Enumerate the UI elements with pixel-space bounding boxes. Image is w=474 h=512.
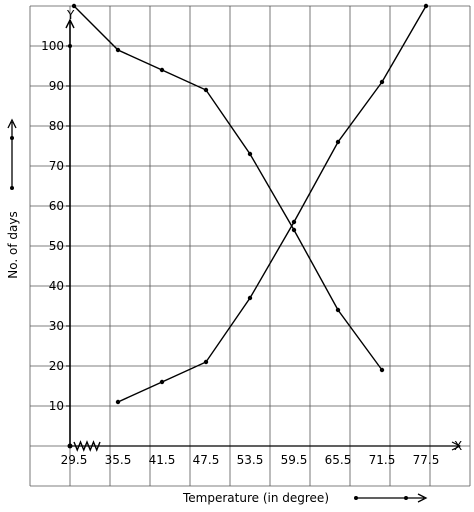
y-tick-label: 70 (49, 159, 64, 173)
y-tick-label: 60 (49, 199, 64, 213)
data-point (115, 47, 121, 53)
x-tick-label: 41.5 (149, 453, 176, 467)
right-arrow-dot (354, 496, 358, 500)
y-tick-label: 20 (49, 359, 64, 373)
up-arrow-dot (10, 186, 14, 190)
data-point (115, 399, 121, 405)
y-tick-label: 80 (49, 119, 64, 133)
data-point (379, 79, 385, 85)
y-tick-label: 30 (49, 319, 64, 333)
series-line (73, 5, 383, 371)
x-tick-label: 29.5 (61, 453, 88, 467)
data-point (159, 67, 165, 73)
data-point (247, 295, 253, 301)
data-point (71, 3, 77, 9)
y-tick-label: 40 (49, 279, 64, 293)
data-point (291, 227, 297, 233)
data-point (247, 151, 253, 157)
series-line (117, 5, 427, 403)
tick-labels: 10 20 30 40 50 60 70 80 90 100 29.5 35.5 41.5 47.5 53.… (41, 39, 439, 467)
up-arrow-dot (10, 136, 14, 140)
y-tick-label: 10 (49, 399, 64, 413)
y-axis-arrowhead (65, 18, 75, 29)
right-arrow-icon (354, 493, 428, 503)
y-tick-label: 90 (49, 79, 64, 93)
data-point (203, 359, 209, 365)
y-axis-title: No. of days (6, 211, 20, 278)
data-point (203, 87, 209, 93)
x-tick-label: 65.5 (325, 453, 352, 467)
right-arrow-dot (404, 496, 408, 500)
x-tick-label: 53.5 (237, 453, 264, 467)
origin-point (67, 443, 73, 449)
axis-break-zigzag (73, 440, 101, 452)
data-point (379, 367, 385, 373)
data-point (335, 139, 341, 145)
y-tick-label: 50 (49, 239, 64, 253)
x-axis-title: Temperature (in degree) (182, 491, 329, 505)
x-axis-arrowhead (451, 441, 462, 451)
data-point (159, 379, 165, 385)
axes: X Y (65, 8, 462, 453)
grid (29, 5, 471, 487)
right-arrow-head (417, 493, 428, 503)
up-arrow-icon (7, 118, 17, 190)
y-tick-label: 100 (41, 39, 64, 53)
data-point (423, 3, 429, 9)
x-axis-letter: X (454, 439, 462, 453)
x-tick-label: 59.5 (281, 453, 308, 467)
x-tick-label: 47.5 (193, 453, 220, 467)
x-tick-label: 35.5 (105, 453, 132, 467)
data-point (335, 307, 341, 313)
series-group (71, 3, 429, 405)
x-tick-label: 77.5 (413, 453, 440, 467)
y-axis-letter: Y (66, 8, 75, 22)
data-point (291, 219, 297, 225)
x-tick-label: 71.5 (369, 453, 396, 467)
up-arrow-head (7, 118, 17, 129)
